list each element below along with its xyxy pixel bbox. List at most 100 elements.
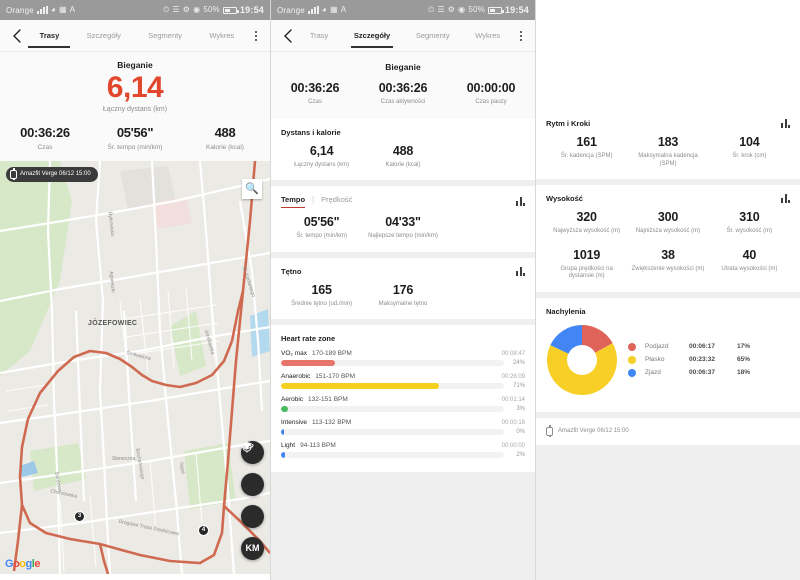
hr-zone-card: Heart rate zone VO₂ max 170-189 BPM 00:08:… xyxy=(271,325,535,472)
hr-zone-duration: 00:00:16 xyxy=(501,420,525,426)
stat-alt-loss: 40 Utrata wysokości (m) xyxy=(709,248,790,281)
hr-zone-duration: 00:01:14 xyxy=(501,397,525,403)
details-lower-scroll[interactable]: Rytm i Kroki 161 Śr. kadencja (SPM) 183 … xyxy=(536,0,800,580)
hr-zone-range: 132-151 BPM xyxy=(308,396,348,403)
hr-zone-duration: 00:08:47 xyxy=(501,351,525,357)
legend-duration: 00:06:37 xyxy=(689,369,716,376)
signal-icon xyxy=(36,6,48,14)
stat-alt-gain-label: Zwiększenie wysokości (m) xyxy=(631,265,705,272)
slopes-legend-row: Podjazd 00:06:17 17% xyxy=(628,342,790,351)
hr-zone-header: Intensive 113-132 BPM 00:00:16 xyxy=(281,419,525,426)
tab-wykres[interactable]: Wykres xyxy=(209,31,235,40)
hr-zone-range: 151-170 BPM xyxy=(315,373,356,380)
tab-segmenty[interactable]: Segmenty xyxy=(148,31,182,40)
distance-card-title: Dystans i kalorie xyxy=(281,127,341,137)
google-logo: Google xyxy=(5,557,40,570)
route-marker-3[interactable]: 3 xyxy=(74,510,85,522)
tab-wykres-mid[interactable]: Wykres xyxy=(475,31,501,40)
stat-speed-group-label: Grupa prędkości na dystansie (m) xyxy=(560,265,613,280)
tab-segmenty-mid[interactable]: Segmenty xyxy=(415,31,450,40)
hr-zone-track xyxy=(281,383,504,389)
clock-label-mid: 19:54 xyxy=(504,5,529,15)
stat-czas-pauzy-value: 00:00:00 xyxy=(466,81,516,95)
stat-max-cadence-value: 183 xyxy=(657,135,679,149)
stat-calories-value: 488 xyxy=(214,124,236,140)
hr-zone-list: VO₂ max 170-189 BPM 00:08:47 24% Anaerobic 15… xyxy=(281,350,525,458)
toggle-predkosc[interactable]: Prędkość xyxy=(321,195,353,204)
watch-icon-footer xyxy=(546,425,553,437)
hr-zone-name: Light 94-113 BPM xyxy=(281,442,336,449)
hr-zone-percent: 0% xyxy=(516,429,525,435)
distance-stats-row: 6,14 Łączny dystans (km) 488 Kalorie (kc… xyxy=(281,144,525,170)
workout-summary: Bieganie 6,14 Łączny dystans (km) 00:36:… xyxy=(0,52,270,161)
status-bar: Orange ◕ ▦ A ⏲ ☰ ⚙ ◉ 50% 19:54 xyxy=(0,0,270,20)
hr-zone-fill xyxy=(281,406,288,412)
stat-czas-value: 00:36:26 xyxy=(290,81,340,95)
status-bar-mid: Orange ◕ ▦ A ⏲ ☰ ⚙ ◉ 50% 19:54 xyxy=(271,0,535,20)
kebab-menu-icon[interactable] xyxy=(248,30,264,41)
bar-chart-icon-altitude[interactable] xyxy=(781,194,790,203)
hr-zone-name: Intensive 113-132 BPM xyxy=(281,419,352,426)
tab-trasy[interactable]: Trasy xyxy=(38,20,62,51)
stat-max-cadence: 183 Maksymalna kadencja (SPM) xyxy=(627,135,708,168)
legend-percent: 17% xyxy=(737,343,751,350)
map-controls: KM xyxy=(241,440,264,560)
summary-stats-row: 00:36:26 Czas 05'56" Śr. tempo (min/km) … xyxy=(0,125,270,151)
hr-zone-header: Light 94-113 BPM 00:00:00 xyxy=(281,442,525,449)
stat-pace: 05'56" Śr. tempo (min/km) xyxy=(90,125,180,151)
screen-details-lower: Rytm i Kroki 161 Śr. kadencja (SPM) 183 … xyxy=(535,0,800,580)
bar-chart-icon-tempo[interactable] xyxy=(516,197,525,206)
stat-avg-hr-label: Średnie tętno (ud./min) xyxy=(291,300,353,307)
bluetooth-icon: ⚙ xyxy=(182,5,191,14)
stat-avg-pace: 05'56" Śr. tempo (min/km) xyxy=(281,215,362,241)
place-label-jozefowiec: JÓZEFOWIEC xyxy=(88,319,138,327)
hr-zone-bar-row: 71% xyxy=(281,383,525,389)
stat-avg-stride-label: Śr. krok (cm) xyxy=(732,153,767,159)
km-unit-icon[interactable]: KM xyxy=(241,536,264,560)
tab-szczegoly-mid[interactable]: Szczegóły xyxy=(352,20,392,51)
back-chevron-icon[interactable] xyxy=(6,26,26,46)
legend-percent: 65% xyxy=(737,356,751,363)
stat-max-alt-value: 320 xyxy=(576,210,597,224)
tempo-card: Tempo | Prędkość 05'56" Śr. tempo (min/k… xyxy=(271,186,535,252)
route-map[interactable]: Amazfit Verge 06/12 15:00 🔍 JÓZEFOWIEC K… xyxy=(0,160,270,574)
magnifier-plus-icon[interactable]: 🔍 xyxy=(242,178,262,199)
route-marker-4[interactable]: 4 xyxy=(198,524,209,536)
tempo-speed-toggle: Tempo | Prędkość xyxy=(281,195,352,208)
stat-max-hr-value: 176 xyxy=(392,282,414,297)
hr-zone-title: Heart rate zone xyxy=(281,334,336,343)
tab-szczegoly[interactable]: Szczegóły xyxy=(86,31,121,40)
stat-alt-loss-label: Utrata wysokości (m) xyxy=(721,265,778,272)
back-chevron-icon-mid[interactable] xyxy=(277,26,297,46)
stat-best-pace-label: Najlepsze tempo (min/km) xyxy=(368,233,438,239)
tab-trasy-mid[interactable]: Trasy xyxy=(309,31,329,40)
slopes-card: Nachylenia Podjazd 00:06:17 17% Płasko 00:23… xyxy=(536,297,800,412)
eye-icon[interactable] xyxy=(241,441,264,528)
slopes-legend: Podjazd 00:06:17 17% Płasko 00:23:32 65% Zjazd… xyxy=(628,338,790,382)
battery-percent-label: 50% xyxy=(203,5,220,14)
details-scroll[interactable]: Bieganie 00:36:26 Czas 00:36:26 Czas akt… xyxy=(271,52,535,580)
status-bar-mid-left: Orange ◕ ▦ A xyxy=(277,6,346,15)
bar-chart-icon-heart[interactable] xyxy=(516,266,525,276)
battery-icon-mid xyxy=(487,6,504,14)
locate-target-icon[interactable] xyxy=(241,440,264,496)
sport-title: Bieganie xyxy=(117,60,153,70)
toggle-tempo[interactable]: Tempo xyxy=(281,195,306,208)
stat-max-alt-label: Najwyższa wysokość (m) xyxy=(553,228,621,234)
hr-zone-percent: 71% xyxy=(512,383,525,389)
stat-avg-pace-label: Śr. tempo (min/km) xyxy=(296,233,347,239)
stat-czas: 00:36:26 Czas xyxy=(271,81,359,107)
heart-rate-card-title: Tętno xyxy=(281,266,302,276)
signal-icon-mid xyxy=(307,6,319,14)
cadence-card: Rytm i Kroki 161 Śr. kadencja (SPM) 183 … xyxy=(536,110,800,179)
stat-max-cadence-label: Maksymalna kadencja (SPM) xyxy=(638,153,698,167)
alarm-icon: ⏲ xyxy=(162,5,170,14)
hr-zone-row: Aerobic 132-151 BPM 00:01:14 3% xyxy=(281,396,525,412)
heart-rate-card-head: Tętno xyxy=(281,266,525,276)
kebab-menu-icon-mid[interactable] xyxy=(513,30,529,41)
device-footer-label: Amazfit Verge 06/12 15:00 xyxy=(558,428,629,434)
sport-title-mid: Bieganie xyxy=(385,62,421,72)
bar-chart-icon-cadence[interactable] xyxy=(781,119,790,128)
stat-spacer xyxy=(444,144,525,170)
location-icon-mid: ◉ xyxy=(458,5,466,14)
